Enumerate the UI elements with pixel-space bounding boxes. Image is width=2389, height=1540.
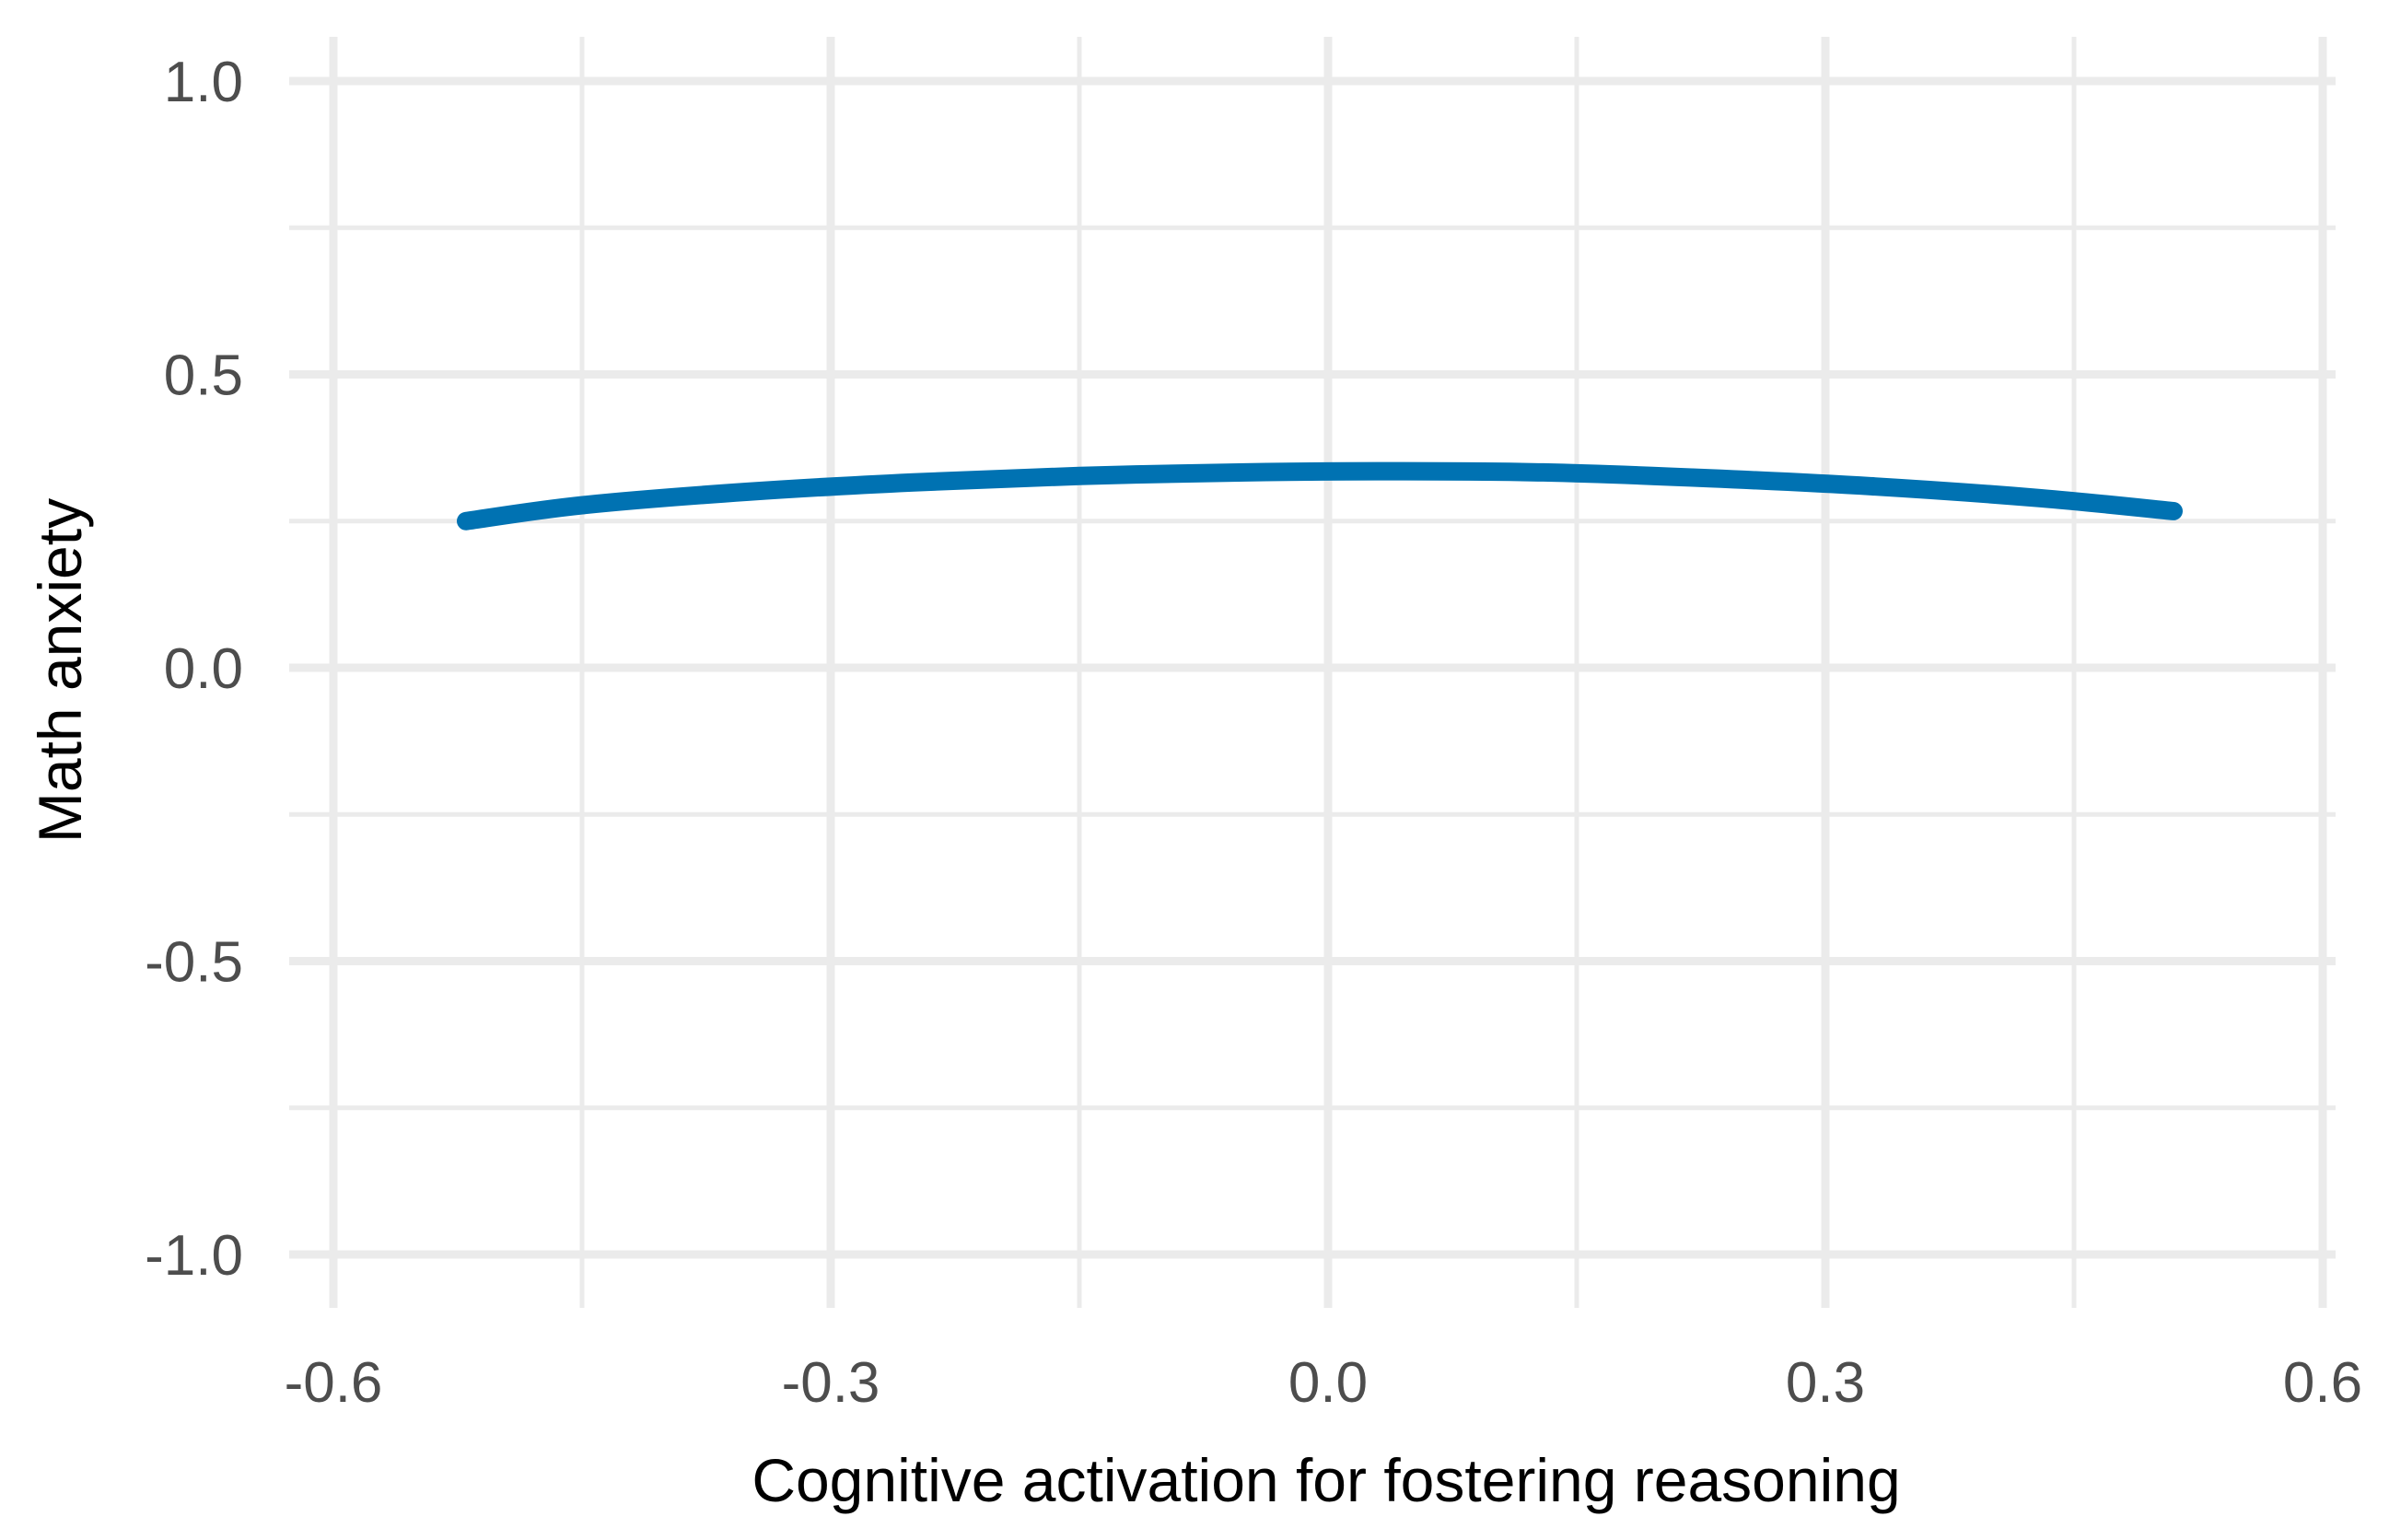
x-tick-label: -0.6 xyxy=(285,1351,383,1415)
series-line xyxy=(457,461,2183,531)
x-tick-label: 0.0 xyxy=(1288,1351,1368,1415)
y-tick-label: -1.0 xyxy=(145,1224,243,1288)
x-tick-label: -0.3 xyxy=(782,1351,880,1415)
y-axis-title: Math anxiety xyxy=(26,498,94,843)
major-gridlines xyxy=(289,37,2336,1308)
minor-gridlines xyxy=(289,37,2336,1308)
y-tick-label: -0.5 xyxy=(145,931,243,995)
x-axis-title: Cognitive activation for fostering reaso… xyxy=(752,1446,1900,1514)
x-tick-label: 0.6 xyxy=(2283,1351,2362,1415)
x-axis-tick-labels: -0.6 -0.3 0.0 0.3 0.6 xyxy=(285,1351,2363,1415)
y-tick-label: 0.0 xyxy=(164,637,243,701)
data-series xyxy=(457,461,2183,531)
x-tick-label: 0.3 xyxy=(1786,1351,1865,1415)
y-tick-label: 1.0 xyxy=(164,51,243,114)
y-tick-label: 0.5 xyxy=(164,344,243,408)
y-axis-tick-labels: 1.0 0.5 0.0 -0.5 -1.0 xyxy=(145,51,243,1288)
